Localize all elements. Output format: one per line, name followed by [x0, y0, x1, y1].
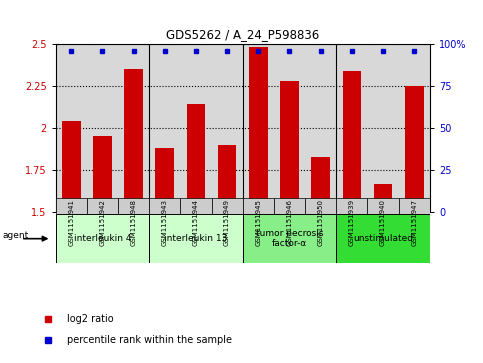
- Bar: [149, 214, 242, 263]
- Bar: [305, 198, 336, 214]
- Text: GSM1151945: GSM1151945: [256, 199, 261, 245]
- Text: tumor necrosis
factor-α: tumor necrosis factor-α: [256, 229, 323, 248]
- Text: percentile rank within the sample: percentile rank within the sample: [67, 335, 232, 346]
- Bar: [56, 198, 87, 214]
- Bar: [405, 86, 424, 212]
- Text: GSM1151949: GSM1151949: [224, 199, 230, 246]
- Text: GSM1151942: GSM1151942: [99, 199, 105, 245]
- Bar: [218, 145, 237, 212]
- Bar: [87, 198, 118, 214]
- Text: GSM1151944: GSM1151944: [193, 199, 199, 245]
- Text: GSM1151946: GSM1151946: [286, 199, 293, 246]
- Bar: [280, 81, 299, 212]
- Bar: [368, 198, 398, 214]
- Text: log2 ratio: log2 ratio: [67, 314, 114, 323]
- Bar: [342, 70, 361, 212]
- Bar: [242, 214, 336, 263]
- Bar: [336, 214, 430, 263]
- Bar: [118, 198, 149, 214]
- Bar: [336, 198, 368, 214]
- Bar: [93, 136, 112, 212]
- Bar: [62, 121, 81, 212]
- Text: GSM1151941: GSM1151941: [68, 199, 74, 246]
- Bar: [149, 198, 180, 214]
- Text: interleukin 13: interleukin 13: [164, 234, 227, 243]
- Text: GSM1151939: GSM1151939: [349, 199, 355, 246]
- Bar: [274, 198, 305, 214]
- Text: GSM1151940: GSM1151940: [380, 199, 386, 246]
- Bar: [312, 157, 330, 212]
- Text: agent: agent: [2, 231, 28, 240]
- Text: interleukin 4: interleukin 4: [73, 234, 131, 243]
- Bar: [156, 148, 174, 212]
- Bar: [242, 198, 274, 214]
- Bar: [56, 214, 149, 263]
- Bar: [398, 198, 430, 214]
- Title: GDS5262 / A_24_P598836: GDS5262 / A_24_P598836: [166, 28, 319, 41]
- Text: GSM1151950: GSM1151950: [318, 199, 324, 246]
- Bar: [186, 104, 205, 212]
- Text: unstimulated: unstimulated: [353, 234, 413, 243]
- Text: GSM1151943: GSM1151943: [162, 199, 168, 246]
- Bar: [249, 47, 268, 212]
- Bar: [374, 184, 392, 212]
- Bar: [124, 69, 143, 212]
- Text: GSM1151948: GSM1151948: [130, 199, 137, 246]
- Bar: [212, 198, 242, 214]
- Text: GSM1151947: GSM1151947: [411, 199, 417, 246]
- Bar: [180, 198, 212, 214]
